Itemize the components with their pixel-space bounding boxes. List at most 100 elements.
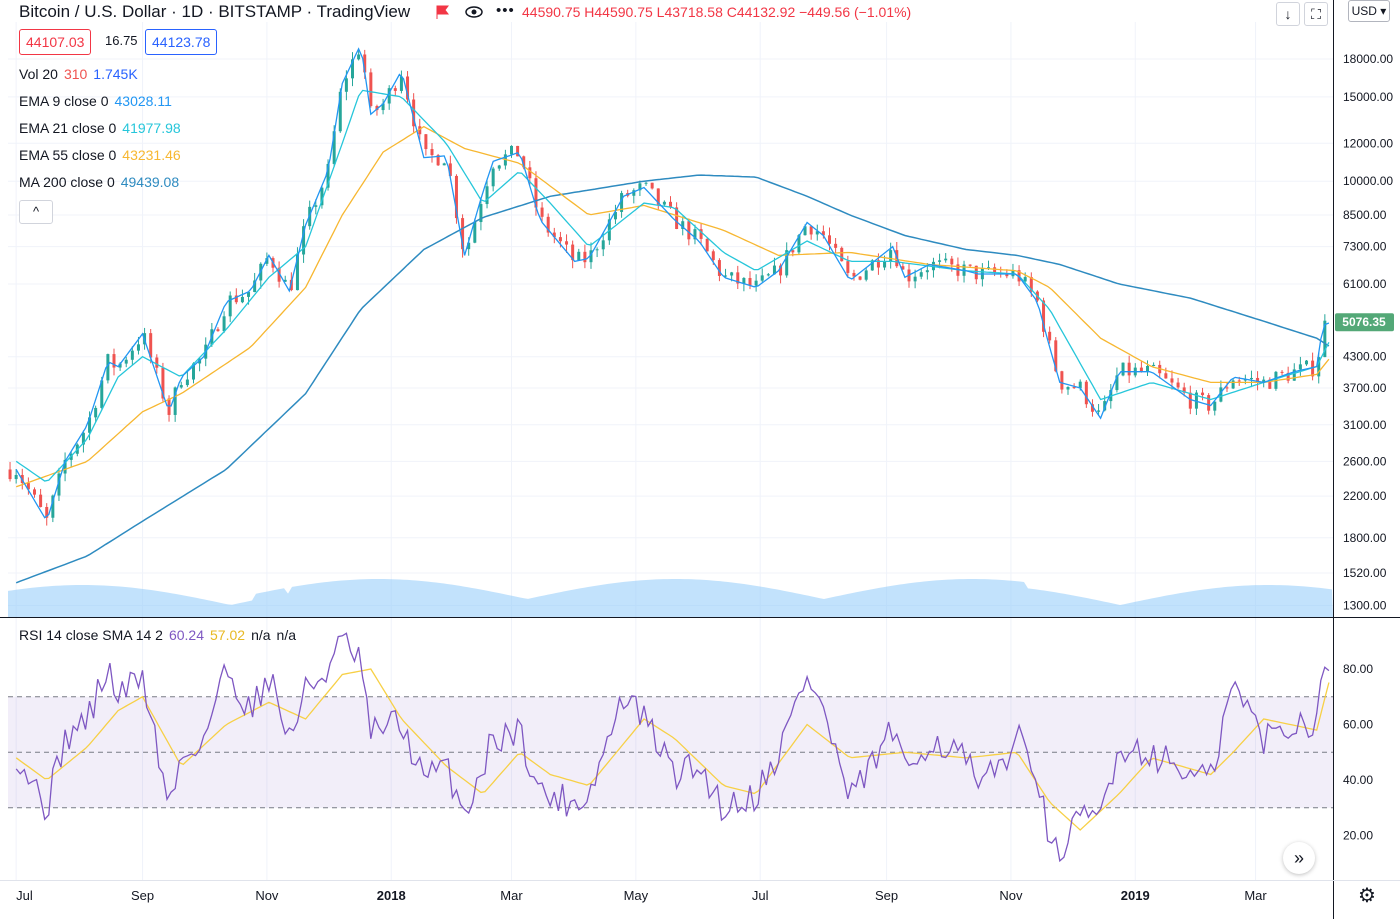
candle-body bbox=[136, 344, 140, 351]
ema55-line bbox=[15, 125, 1330, 488]
rsi-na-2: n/a bbox=[276, 627, 296, 643]
candle-body bbox=[613, 211, 617, 220]
candle-body bbox=[901, 266, 905, 270]
candle-body bbox=[766, 274, 770, 276]
candle-body bbox=[461, 218, 465, 250]
candle-body bbox=[240, 296, 244, 303]
candle-body bbox=[1292, 369, 1296, 381]
candle-body bbox=[26, 483, 30, 490]
candle-body bbox=[583, 251, 587, 263]
candle-body bbox=[552, 232, 556, 238]
rsi-tick-label: 80.00 bbox=[1343, 662, 1373, 676]
price-tick-label: 6100.00 bbox=[1343, 277, 1387, 291]
candle-body bbox=[662, 201, 666, 205]
candle-body bbox=[1005, 273, 1009, 277]
candle-body bbox=[155, 357, 159, 368]
collapse-legend-button[interactable]: ^ bbox=[19, 200, 53, 224]
candle-body bbox=[1060, 371, 1064, 390]
candle-body bbox=[192, 363, 195, 380]
candle-body bbox=[968, 264, 972, 266]
price-tick-label: 15000.00 bbox=[1343, 90, 1393, 104]
candle-body bbox=[302, 226, 306, 255]
x-tick-label: 2018 bbox=[377, 888, 406, 903]
legend-ma200[interactable]: MA 200 close 0 49439.08 bbox=[19, 174, 185, 190]
candle-body bbox=[1188, 392, 1192, 409]
candle-body bbox=[1139, 367, 1143, 372]
more-icon[interactable]: ••• bbox=[496, 2, 515, 19]
sell-price-box[interactable]: 44107.03 bbox=[19, 29, 92, 55]
rsi-value: 60.24 bbox=[168, 627, 205, 643]
candle-body bbox=[644, 182, 648, 184]
currency-select[interactable]: USD ▾ bbox=[1348, 0, 1390, 22]
price-candles bbox=[8, 49, 1327, 526]
candle-body bbox=[1219, 387, 1223, 402]
flag-icon[interactable] bbox=[435, 5, 449, 19]
candle-body bbox=[253, 280, 257, 293]
candle-body bbox=[100, 380, 104, 408]
last-price-tag bbox=[1335, 313, 1394, 332]
candle-body bbox=[876, 260, 880, 268]
price-tick-label: 1520.00 bbox=[1343, 566, 1387, 580]
candle-body bbox=[620, 193, 624, 212]
candle-body bbox=[1213, 401, 1217, 411]
download-button[interactable]: ↓ bbox=[1276, 2, 1300, 26]
candle-body bbox=[436, 155, 440, 166]
candle-body bbox=[1182, 387, 1186, 393]
symbol-title[interactable]: Bitcoin / U.S. Dollar · 1D · BITSTAMP · … bbox=[19, 2, 411, 21]
candle-body bbox=[1146, 365, 1149, 372]
candle-body bbox=[130, 350, 134, 360]
candle-body bbox=[94, 407, 98, 418]
candle-body bbox=[1201, 392, 1205, 396]
candle-body bbox=[479, 204, 483, 223]
candle-body bbox=[864, 270, 868, 280]
price-tick-label: 7300.00 bbox=[1343, 240, 1387, 254]
candle-body bbox=[828, 235, 831, 244]
gear-icon[interactable]: ⚙ bbox=[1358, 885, 1376, 907]
rsi-sma-line bbox=[15, 668, 1330, 831]
candle-body bbox=[1084, 381, 1088, 405]
candle-body bbox=[399, 76, 403, 91]
rsi-legend[interactable]: RSI 14 close SMA 14 2 60.24 57.02 n/a n/a bbox=[19, 627, 302, 643]
candle-body bbox=[534, 178, 538, 208]
price-tick-label: 8500.00 bbox=[1343, 208, 1387, 222]
candle-body bbox=[1078, 381, 1082, 389]
candle-body bbox=[1268, 379, 1272, 389]
candle-body bbox=[418, 126, 422, 135]
eye-icon[interactable] bbox=[464, 4, 484, 20]
candle-body bbox=[883, 261, 887, 268]
candle-body bbox=[406, 76, 410, 100]
candle-body bbox=[840, 247, 844, 262]
fullscreen-button[interactable]: ⛶ bbox=[1304, 2, 1328, 26]
candle-body bbox=[112, 354, 116, 368]
ema21-label: EMA 21 close 0 bbox=[19, 120, 117, 136]
candle-body bbox=[1237, 380, 1241, 382]
candle-body bbox=[1305, 360, 1308, 365]
candle-body bbox=[693, 229, 697, 240]
scroll-to-realtime-button[interactable]: » bbox=[1283, 842, 1315, 874]
candle-body bbox=[314, 205, 318, 207]
candle-body bbox=[473, 222, 477, 243]
rsi-label: RSI 14 close SMA 14 2 bbox=[19, 627, 163, 643]
candle-body bbox=[1280, 371, 1284, 373]
candle-body bbox=[797, 235, 801, 253]
ema55-value: 43231.46 bbox=[122, 147, 181, 163]
candle-body bbox=[1176, 382, 1180, 388]
ema9-line bbox=[15, 47, 1330, 519]
legend-ema21[interactable]: EMA 21 close 0 41977.98 bbox=[19, 120, 187, 136]
legend-ema9[interactable]: EMA 9 close 0 43028.11 bbox=[19, 93, 178, 109]
legend-vol[interactable]: Vol 20 310 1.745K bbox=[19, 66, 144, 82]
candle-body bbox=[1231, 380, 1235, 389]
candle-body bbox=[1121, 362, 1125, 376]
candle-body bbox=[424, 134, 428, 150]
candle-body bbox=[925, 270, 929, 273]
candle-body bbox=[1066, 386, 1070, 390]
rsi-tick-label: 60.00 bbox=[1343, 718, 1373, 732]
buy-price-box[interactable]: 44123.78 bbox=[145, 29, 218, 55]
candle-body bbox=[540, 207, 544, 217]
candle-body bbox=[546, 216, 550, 233]
candle-body bbox=[724, 275, 728, 277]
legend-ema55[interactable]: EMA 55 close 0 43231.46 bbox=[19, 147, 187, 163]
candle-body bbox=[589, 250, 593, 263]
